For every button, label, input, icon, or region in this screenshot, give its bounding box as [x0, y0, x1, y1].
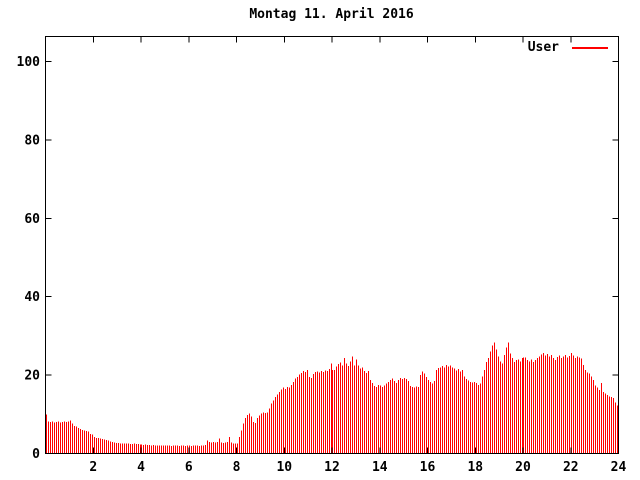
x-tick-label: 20: [515, 460, 531, 475]
x-tick-label: 16: [420, 460, 436, 475]
x-tick-label: 22: [563, 460, 579, 475]
axis-ticks: [45, 36, 619, 454]
y-tick-label: 40: [24, 290, 40, 305]
y-tick-label: 20: [24, 369, 40, 384]
legend-series-label: User: [527, 40, 559, 55]
x-tick-label: 14: [372, 460, 388, 475]
x-tick-labels: 2 4 6 8 10 12 14 16 18 20 22 24: [89, 460, 626, 475]
x-tick-label: 18: [467, 460, 483, 475]
x-tick-label: 4: [137, 460, 145, 475]
x-tick-label: 2: [89, 460, 97, 475]
x-tick-label: 6: [185, 460, 193, 475]
y-tick-label: 80: [24, 133, 40, 148]
legend: User: [528, 41, 608, 54]
chart-title: Montag 11. April 2016: [249, 7, 414, 22]
y-tick-labels: 0 20 40 60 80 100: [17, 55, 41, 462]
x-tick-label: 12: [324, 460, 340, 475]
data-bars: [46, 342, 618, 453]
x-tick-label: 24: [611, 460, 627, 475]
y-tick-label: 60: [24, 212, 40, 227]
y-tick-label: 0: [32, 447, 40, 462]
legend-line-sample: [572, 46, 608, 49]
x-tick-label: 10: [276, 460, 292, 475]
y-tick-label: 100: [17, 55, 41, 70]
x-tick-label: 8: [233, 460, 241, 475]
